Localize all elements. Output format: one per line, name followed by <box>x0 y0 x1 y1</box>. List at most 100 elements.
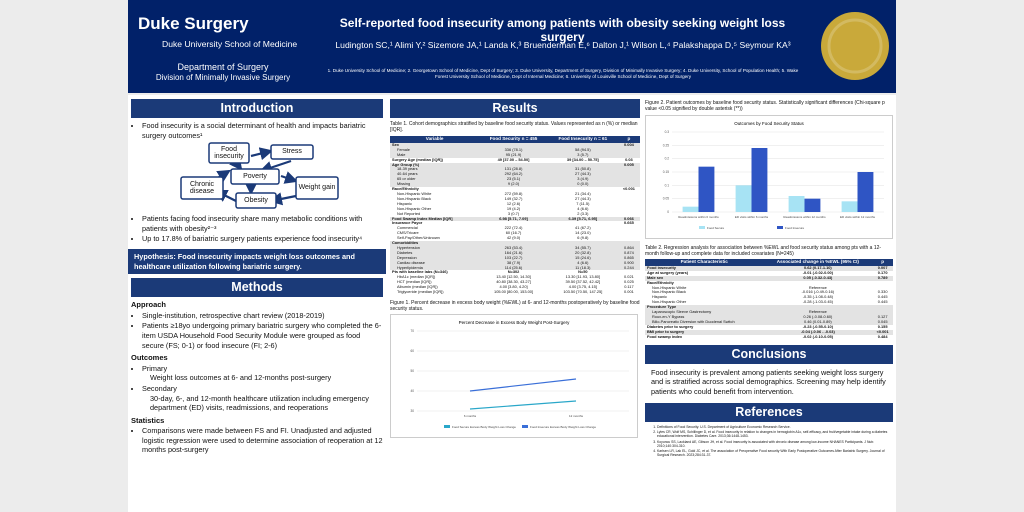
cell: Insurance Payor <box>392 220 423 226</box>
cell: -0.02 (-0.10-0.05) <box>802 333 833 339</box>
row: Triglyceride (median [IQR]) 105.00 [80.00… <box>390 289 640 295</box>
bullet: Single-institution, retrospective chart … <box>142 311 383 321</box>
cell: 0.244 <box>617 265 640 271</box>
cell: Missing <box>390 181 480 188</box>
item-label: Primary <box>142 363 168 373</box>
cell: Reference <box>808 284 827 290</box>
cell: 0.025 <box>624 279 634 285</box>
cell: Age Group (%) <box>390 162 480 168</box>
cell: Diabetes <box>390 250 480 256</box>
cell: Bilio-Pancreatic Diversion with Duodenal… <box>645 319 764 325</box>
cell: 13.40 [12.50, 14.30] <box>496 274 531 280</box>
row: Bilio-Pancreatic Diversion with Duodenal… <box>645 319 893 325</box>
cell <box>617 241 640 246</box>
bar <box>788 196 805 212</box>
cell: 103 (22.7) <box>479 255 548 261</box>
cell: 6.98 [5.71, 7.09] <box>479 216 548 222</box>
row: Male 95 (21.9) 3 (5.7) <box>390 152 640 158</box>
legend-swatch <box>699 226 705 229</box>
row: Hyperlipidemia 114 (25.6) 11 (18.3) 0.244 <box>390 265 640 271</box>
group-row: Age at surgery (years) -0.01 (-0.02-0.00)… <box>645 270 893 276</box>
cell: 0.004 <box>617 142 640 148</box>
cell: 0.005 <box>617 162 640 168</box>
legend-label: Food Secure Excess Body Weight Loss Chan… <box>452 425 516 429</box>
subheading: Statistics <box>131 415 165 425</box>
cell: 23 (5.1) <box>479 176 548 183</box>
y-tick-label: 0.05 <box>663 197 669 201</box>
cell: Reference <box>763 309 873 315</box>
cell: 19 (4.2) <box>506 205 521 211</box>
cell <box>479 162 548 168</box>
cell <box>872 310 893 315</box>
row: Hypertension 263 (53.4) 34 (55.7) 0.864 <box>390 245 640 251</box>
cell: 34 (55.7) <box>547 245 618 251</box>
cell: Hyperlipidemia <box>390 265 480 271</box>
cell: 11 (18.3) <box>547 265 618 271</box>
column-3: Figure 2. Patient outcomes by baseline f… <box>645 99 893 458</box>
department: Department of Surgery <box>177 62 269 72</box>
cell: 131 (28.8) <box>479 167 548 173</box>
cell: <0.001 <box>622 186 635 192</box>
bullets: Food insecurity is a social determinant … <box>131 121 383 140</box>
bullet: Definitions of Food Security. U.S. Depar… <box>657 425 893 429</box>
column-2: Results Table 1. Cohort demographics str… <box>390 99 640 438</box>
bar <box>857 172 874 212</box>
legend-label: Food Secure <box>707 226 725 230</box>
bullets: Comparisons were made between FS and FI.… <box>131 426 383 455</box>
cell: 21 (34.4) <box>575 190 591 196</box>
chart-title: Percent Decrease in Excess Body Weight P… <box>459 320 570 325</box>
bullets: Single-institution, retrospective chart … <box>131 311 383 350</box>
cell: Hispanic <box>397 200 412 206</box>
y-tick-label: 50 <box>410 369 414 373</box>
cell: Not Reported <box>397 210 421 216</box>
legend-label: Food Insecure <box>785 226 805 230</box>
cell: 38 (7.9) <box>479 260 548 266</box>
bullet: Koyuncu SS, Lackland AE, Gibson JH, et a… <box>657 440 893 448</box>
cell <box>617 167 640 173</box>
bullets: Patients facing food insecurity share ma… <box>131 214 383 244</box>
cell: 263 (53.4) <box>479 245 548 251</box>
diagram-label: Food insecurity <box>214 145 244 161</box>
header-row: Variable Food Security n = 455 Food Insecu… <box>390 136 640 143</box>
cell <box>617 152 640 158</box>
caption: Figure 2. Patient outcomes by baseline f… <box>645 100 885 112</box>
cell: -0.04 (-0.06 - -0.03) <box>763 329 873 335</box>
cell: Surgery Age (median [IQR]) <box>392 156 443 162</box>
cell: 149 (32.7) <box>504 195 523 201</box>
diagram-box <box>295 176 339 200</box>
cell: Hispanic <box>652 294 667 300</box>
cell: 292 (64.2) <box>479 171 548 178</box>
cell: 0.001 <box>624 289 634 295</box>
cell: 0.874 <box>617 250 640 256</box>
legend-swatch <box>777 226 783 229</box>
cell <box>617 182 640 188</box>
cell: 9 (2.0) <box>479 181 548 188</box>
chart: Percent Decrease in Excess Body Weight P… <box>390 314 638 438</box>
row: Missing 9 (2.0) 0 (0.0) <box>390 181 640 188</box>
table: Variable Food Security n = 455 Food Insecu… <box>390 136 640 295</box>
y-tick-label: 0.15 <box>663 170 669 174</box>
cell: 0 (0.0) <box>547 181 618 188</box>
cell: 0.066 <box>617 216 640 222</box>
table: Patient Characteristic Associated change … <box>645 259 893 340</box>
cell: N=50 <box>578 269 588 275</box>
cell: 20 (32.8) <box>547 250 618 256</box>
y-tick-label: 60 <box>410 349 414 353</box>
bullet: Food insecurity is a social determinant … <box>142 121 383 140</box>
cell <box>617 147 640 153</box>
cell: 40.80 [38.30, 43.27] <box>496 279 531 285</box>
group-row: Male sex 0.05 (-0.32-0.43) 0.789 <box>645 275 893 281</box>
diagram-label: Obesity <box>244 196 268 204</box>
section-heading: Results <box>390 99 640 118</box>
cell: 0.62 (0.17-1.10) <box>763 265 873 271</box>
cell: 0.900 <box>617 260 640 266</box>
group-row: Food swamp index -0.02 (-0.10-0.05) 0.484 <box>645 333 893 340</box>
cell: Self-Pay/Other/Unknown <box>397 235 440 241</box>
row: HCT (median [IQR]) 40.80 [38.30, 43.27] 39… <box>390 279 640 285</box>
cell: 42 (9.0) <box>506 235 521 241</box>
cell: 41 (67.2) <box>575 225 591 231</box>
group-row: Food Swamp Index Median [IQR] 6.98 [5.71,… <box>390 216 640 222</box>
cell: 4 (6.6) <box>547 260 618 266</box>
header: Duke Surgery Duke University School of M… <box>128 0 896 93</box>
